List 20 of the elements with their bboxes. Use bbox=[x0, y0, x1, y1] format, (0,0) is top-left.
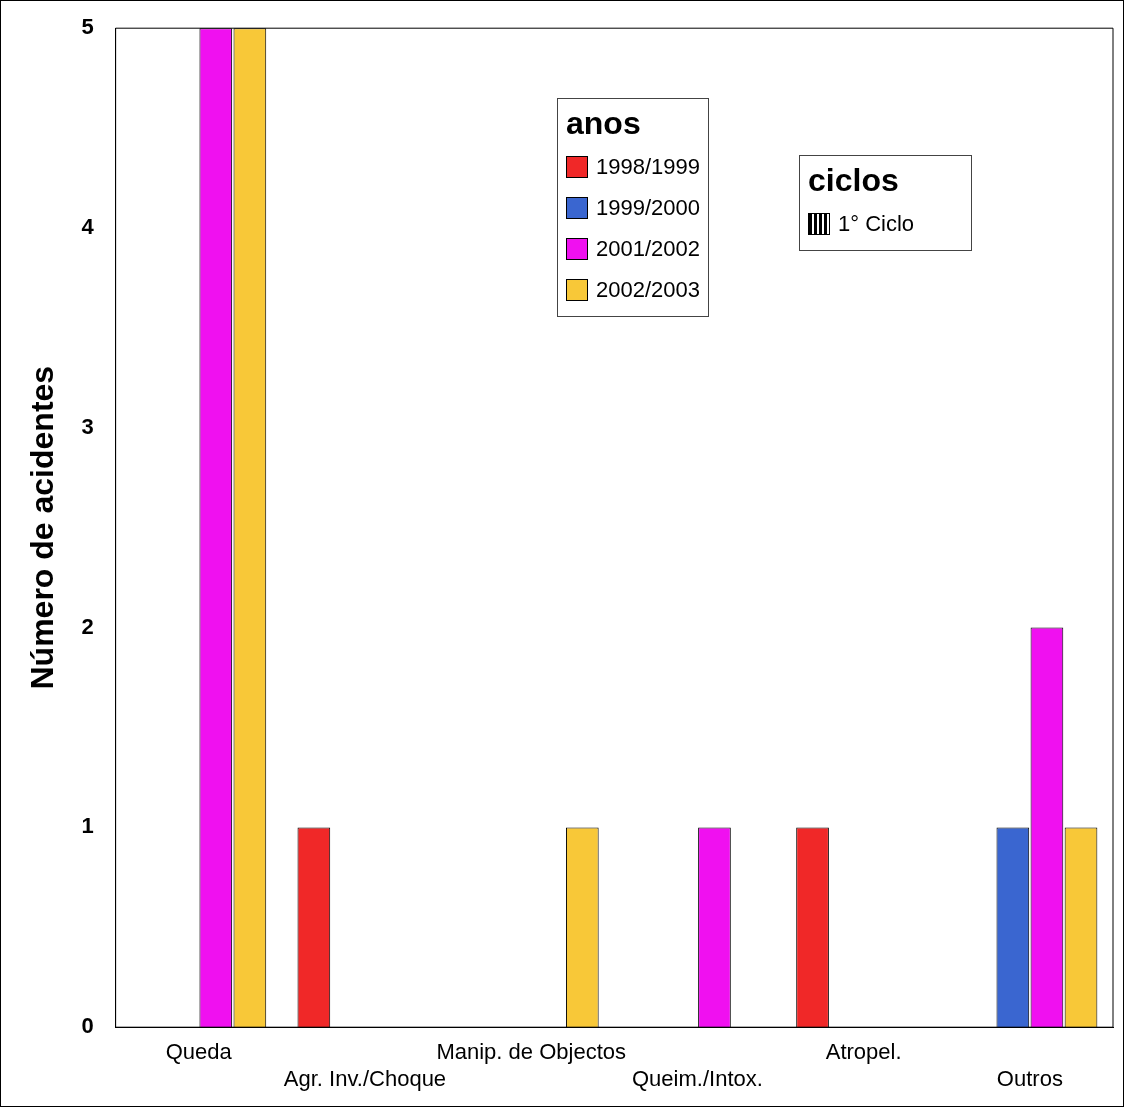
x-tick-label: Agr. Inv./Choque bbox=[283, 1065, 447, 1091]
y-tick-label: 2 bbox=[81, 613, 94, 639]
y-tick-label: 3 bbox=[81, 413, 94, 439]
x-tick-label: Queim./Intox. bbox=[632, 1065, 763, 1091]
y-tick-label: 0 bbox=[81, 1013, 94, 1039]
legend-label: 2002/2003 bbox=[596, 276, 700, 303]
legend-label: 2001/2002 bbox=[596, 235, 700, 262]
y-tick-label: 4 bbox=[81, 214, 95, 240]
x-tick-label: Queda bbox=[165, 1039, 233, 1065]
y-tick-label: 1 bbox=[81, 813, 94, 839]
annotation: ciclos bbox=[808, 162, 900, 199]
legend-label: 1999/2000 bbox=[596, 194, 700, 221]
annotation: 1° Ciclo bbox=[838, 210, 915, 237]
x-tick-label: Outros bbox=[996, 1065, 1063, 1091]
y-tick-label: 5 bbox=[81, 14, 94, 40]
y-axis-title: Número de acidentes bbox=[24, 365, 61, 690]
x-tick-label: Atropel. bbox=[825, 1039, 902, 1065]
legend-title: anos bbox=[566, 105, 642, 142]
legend-label: 1998/1999 bbox=[596, 153, 700, 180]
x-tick-label: Manip. de Objectos bbox=[436, 1039, 626, 1065]
